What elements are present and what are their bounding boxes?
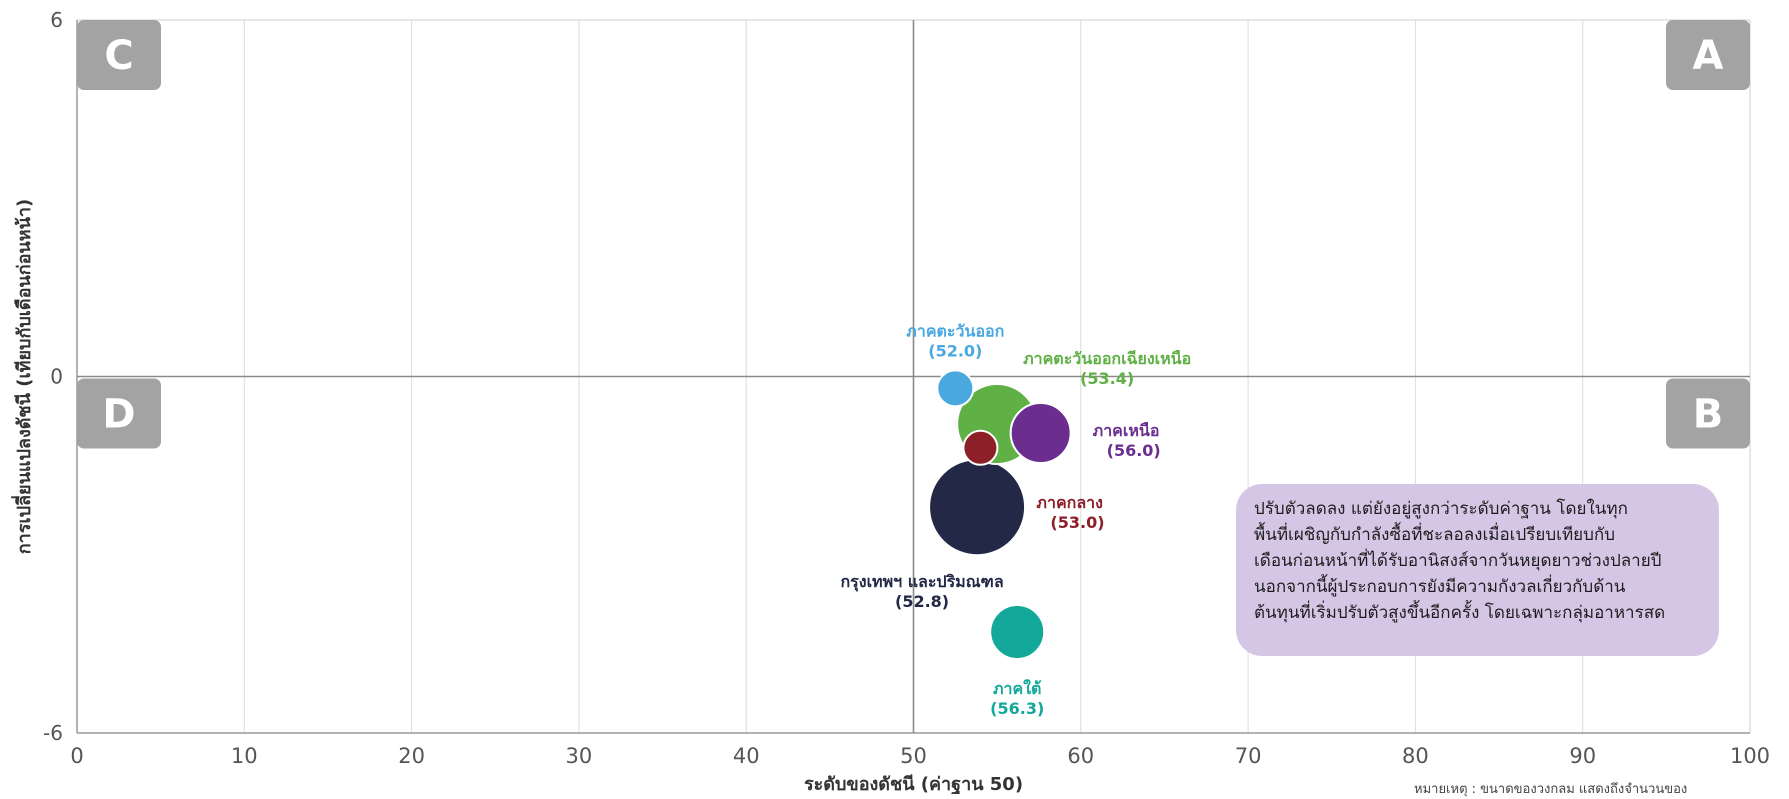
- bubble-name-label: ภาคตะวันออกเฉียงเหนือ: [1023, 349, 1191, 368]
- x-tick-label: 80: [1402, 744, 1429, 768]
- y-tick-label: 0: [50, 365, 63, 389]
- bubble-value-label: (53.0): [1050, 513, 1104, 532]
- bubble-point: [962, 429, 999, 466]
- commentary-line: ต้นทุนที่เริ่มปรับตัวสูงขึ้นอีกครั้ง โดย…: [1254, 603, 1666, 623]
- x-tick-label: 100: [1730, 744, 1770, 768]
- bubble-value-label: (56.0): [1107, 441, 1161, 460]
- bubble-value-label: (53.4): [1080, 369, 1134, 388]
- x-tick-label: 50: [900, 744, 927, 768]
- bubble-name-label: ภาคตะวันออก: [906, 321, 1004, 340]
- commentary-line: ปรับตัวลดลง แต่ยังอยู่สูงกว่าระดับค่าฐาน…: [1254, 499, 1628, 519]
- quadrant-badge-c: [77, 20, 161, 90]
- y-axis-title: การเปลี่ยนแปลงดัชนี (เทียบกับเดือนก่อนหน…: [11, 199, 35, 554]
- quadrant-label-c: C: [104, 33, 133, 79]
- x-tick-label: 30: [566, 744, 593, 768]
- footnote: หมายเหตุ : ขนาดของวงกลม แสดงถึงจำนวนของ: [1414, 782, 1688, 797]
- commentary-box: ปรับตัวลดลง แต่ยังอยู่สูงกว่าระดับค่าฐาน…: [1236, 484, 1719, 656]
- x-tick-label: 0: [70, 744, 83, 768]
- commentary-line: เดือนก่อนหน้าที่ได้รับอานิสงส์จากวันหยุด…: [1254, 551, 1662, 571]
- x-tick-label: 40: [733, 744, 760, 768]
- bubble-point: [928, 458, 1027, 557]
- quadrant-label-d: D: [102, 392, 135, 438]
- quadrant-label-a: A: [1693, 33, 1724, 79]
- bubble-value-label: (52.0): [928, 341, 982, 360]
- bubble-point: [936, 369, 975, 408]
- bubble-name-label: ภาคกลาง: [1036, 493, 1103, 512]
- commentary-line: พื้นที่เผชิญกับกำลังซื้อที่ชะลอลงเมื่อเป…: [1254, 525, 1616, 545]
- x-tick-label: 20: [398, 744, 425, 768]
- commentary-line: นอกจากนี้ผู้ประกอบการยังมีความกังวลเกี่ย…: [1254, 577, 1626, 597]
- bubble-value-label: (56.3): [990, 699, 1044, 718]
- y-tick-label: -6: [43, 721, 63, 745]
- bubble-value-label: (52.8): [895, 592, 949, 611]
- x-axis-title: ระดับของดัชนี (ค่าฐาน 50): [804, 774, 1023, 794]
- bubble-name-label: กรุงเทพฯ และปริมณฑล: [840, 572, 1003, 592]
- y-tick-label: 6: [50, 8, 63, 32]
- bubble-name-label: ภาคใต้: [993, 679, 1041, 698]
- bubble-name-label: ภาคเหนือ: [1093, 421, 1160, 440]
- x-tick-label: 10: [231, 744, 258, 768]
- x-tick-label: 60: [1067, 744, 1094, 768]
- bubble-point: [1009, 401, 1072, 464]
- quadrant-badge-a: [1666, 20, 1750, 90]
- bubble-point: [989, 603, 1046, 660]
- quadrant-badge-b: [1666, 378, 1750, 449]
- x-tick-label: 90: [1569, 744, 1596, 768]
- quadrant-label-b: B: [1693, 392, 1724, 438]
- x-tick-label: 70: [1235, 744, 1262, 768]
- quadrant-badge-d: [77, 378, 161, 449]
